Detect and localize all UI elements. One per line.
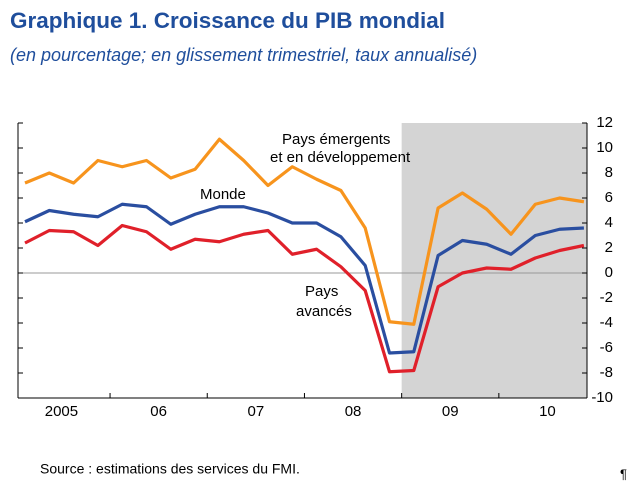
y-tick-label: -6 [600,339,613,356]
y-tick-label: -10 [591,389,613,406]
y-tick-label: 2 [605,239,613,256]
series-line [24,137,585,326]
chart-subtitle: (en pourcentage; en glissement trimestri… [10,45,477,65]
y-tick-label: 4 [605,214,613,231]
series-label: avancés [296,303,352,320]
y-tick-label: -4 [600,314,613,331]
y-tick-label: -2 [600,289,613,306]
y-tick-label: 10 [596,139,613,156]
series-line [24,223,585,374]
x-tick-label: 09 [442,403,459,420]
x-tick-label: 08 [345,403,362,420]
chart-title: Graphique 1. Croissance du PIB mondial [10,8,445,33]
projection-shade [401,123,587,398]
series-label: et en développement [270,149,411,166]
y-tick-label: 6 [605,189,613,206]
y-tick-label: 12 [596,114,613,131]
x-tick-label: 2005 [45,403,78,420]
series-label: Pays émergents [282,131,390,148]
series-label: Monde [200,186,246,203]
footer-mark: ¶ [620,466,627,481]
source: Source : estimations des services du FMI… [40,461,300,477]
x-tick-label: 10 [539,403,556,420]
series-label: Pays [305,283,338,300]
x-tick-label: 06 [150,403,167,420]
y-tick-label: 0 [605,264,613,281]
x-tick-label: 07 [248,403,265,420]
y-tick-label: 8 [605,164,613,181]
series-line [24,202,584,355]
y-tick-label: -8 [600,364,613,381]
